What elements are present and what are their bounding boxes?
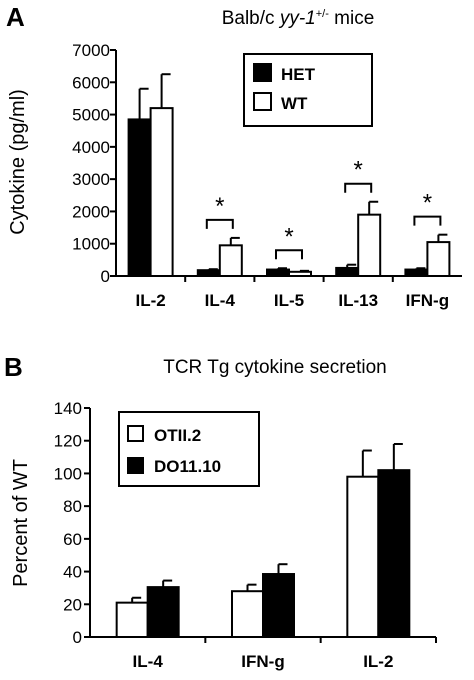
panel-a-letter: A: [6, 2, 25, 32]
y-tick-label-a: 2000: [72, 202, 110, 221]
bar-a-het: [404, 268, 429, 277]
legend-a-swatch-wt: [253, 92, 272, 111]
panel-b: B TCR Tg cytokine secretion Percent of W…: [4, 352, 437, 671]
y-tick-label-b: 40: [63, 563, 82, 582]
y-tick-label-b: 80: [63, 497, 82, 516]
bar-a-wt: [357, 213, 382, 278]
y-tick-label-a: 5000: [72, 106, 110, 125]
panel-b-title: TCR Tg cytokine secretion: [163, 357, 387, 378]
y-tick-label-b: 60: [63, 530, 82, 549]
bar-b-otii2: [231, 590, 264, 639]
legend-b-swatch-do1110: [127, 457, 144, 474]
panel-a-legend: HET WT: [243, 53, 373, 127]
bar-a-het: [266, 268, 290, 277]
panel-b-bars: [115, 442, 411, 639]
x-category-label-a: IL-4: [205, 291, 236, 310]
significance-star: *: [423, 190, 432, 217]
panel-a-axes: 0 1000 2000 3000 4000 5000 6000 7000 IL-2 IL-4 IL-…: [72, 41, 462, 310]
bar-a-wt: [149, 107, 174, 277]
y-tick-label-a: 6000: [72, 73, 110, 92]
significance-star: *: [354, 157, 363, 184]
x-category-label-a: IL-2: [135, 291, 165, 310]
significance-bracket: [275, 249, 303, 260]
bar-a-het: [196, 269, 221, 277]
panel-a-title: Balb/c yy-1+/- mice: [222, 8, 375, 29]
x-category-label-b: IL-4: [133, 652, 164, 671]
panel-a-title-sup: +/-: [316, 8, 329, 20]
bar-a-het: [335, 266, 360, 277]
bar-a-wt: [426, 241, 451, 278]
y-tick-label-b: 0: [73, 628, 82, 647]
panel-a-bars: * * * *: [127, 73, 451, 278]
significance-star: *: [215, 193, 224, 220]
x-category-label-b: IFN-g: [241, 652, 284, 671]
panel-a-title-italic: yy-1: [278, 8, 316, 29]
x-category-label-b: IL-2: [363, 652, 393, 671]
panel-a-ylabel: Cytokine (pg/ml): [7, 89, 29, 235]
y-tick-label-b: 20: [63, 595, 82, 614]
panel-b-legend: OTII.2 DO11.10: [118, 411, 260, 487]
bar-a-wt: [288, 270, 312, 277]
significance-bracket: [413, 215, 442, 226]
y-tick-label-b: 140: [54, 399, 82, 418]
x-category-label-a: IL-13: [338, 291, 378, 310]
legend-a-swatch-het: [253, 63, 272, 82]
bar-b-otii2: [346, 475, 380, 639]
bar-b-otii2: [115, 601, 149, 639]
bar-b-do1110: [262, 573, 295, 639]
y-tick-label-b: 100: [54, 464, 82, 483]
panel-b-ylabel: Percent of WT: [10, 459, 32, 587]
x-category-label-a: IFN-g: [406, 291, 449, 310]
y-tick-label-a: 1000: [72, 235, 110, 254]
panel-a-title-suffix: mice: [329, 8, 374, 29]
bar-b-do1110: [146, 586, 180, 639]
bar-a-wt: [218, 244, 243, 277]
legend-b-label-otii2: OTII.2: [154, 426, 201, 445]
bar-a-het: [127, 118, 152, 277]
significance-star: *: [284, 223, 293, 250]
x-category-label-a: IL-5: [274, 291, 304, 310]
y-tick-label-a: 0: [101, 267, 110, 286]
significance-bracket: [344, 182, 373, 193]
legend-a-label-het: HET: [281, 65, 316, 84]
y-tick-label-a: 4000: [72, 138, 110, 157]
y-tick-label-b: 120: [54, 432, 82, 451]
bar-b-do1110: [377, 469, 411, 638]
y-tick-label-a: 7000: [72, 41, 110, 60]
legend-b-label-do1110: DO11.10: [154, 457, 221, 476]
y-tick-label-a: 3000: [72, 170, 110, 189]
significance-bracket: [205, 218, 234, 229]
panel-a: A Balb/c yy-1+/- mice Cytokine (pg/ml) 0…: [6, 2, 462, 310]
panel-b-letter: B: [4, 352, 23, 382]
panel-a-title-prefix: Balb/c: [222, 8, 280, 29]
legend-a-label-wt: WT: [281, 94, 308, 113]
legend-b-swatch-otii2: [127, 425, 144, 442]
